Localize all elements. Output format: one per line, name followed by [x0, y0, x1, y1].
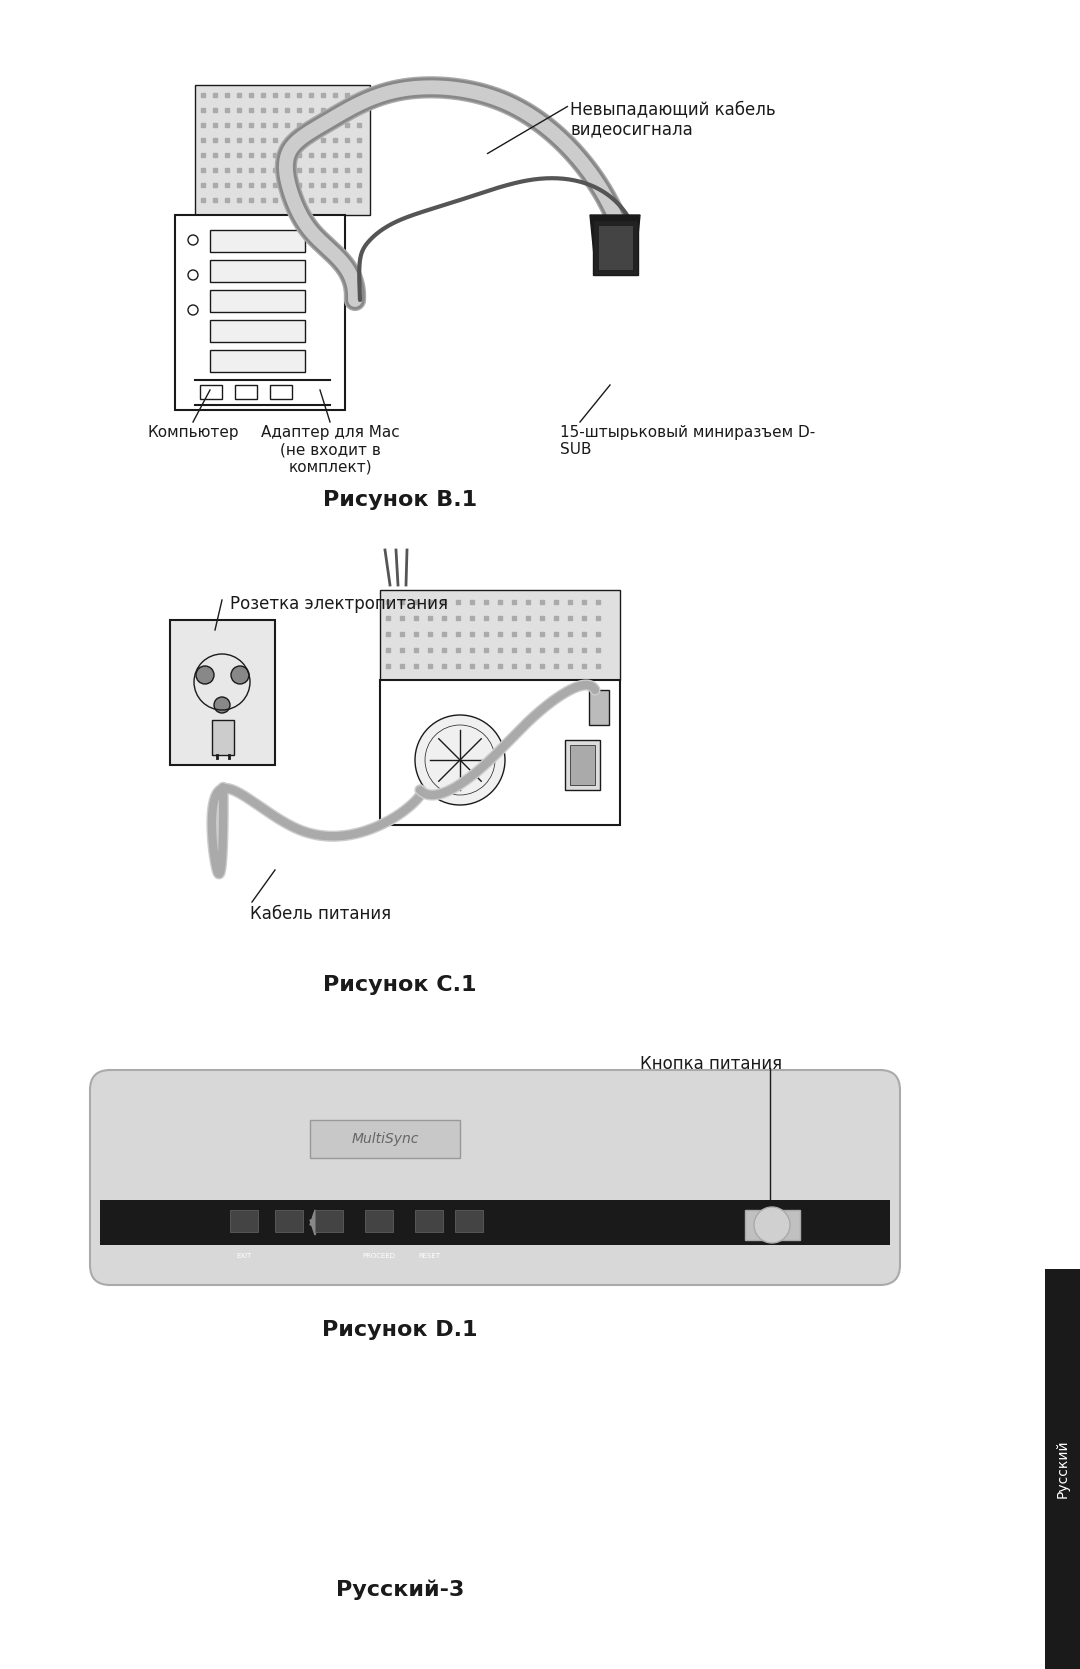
Circle shape	[214, 698, 230, 713]
Bar	[570, 744, 595, 784]
Bar	[235, 386, 257, 399]
Text: Розетка электропитания: Розетка электропитания	[230, 596, 448, 613]
Bar	[565, 739, 600, 789]
Bar	[365, 1210, 393, 1232]
Text: 15-штырьковый миниразъем D-
SUB: 15-штырьковый миниразъем D- SUB	[561, 426, 815, 457]
Text: RESET: RESET	[418, 1253, 440, 1258]
Text: Компьютер: Компьютер	[147, 426, 239, 441]
Text: Рисунок C.1: Рисунок C.1	[323, 975, 476, 995]
Circle shape	[231, 666, 249, 684]
Bar	[589, 689, 609, 724]
Bar	[275, 1210, 303, 1232]
Bar	[212, 719, 234, 754]
Text: Кабель питания: Кабель питания	[249, 905, 391, 923]
Circle shape	[195, 666, 214, 684]
Text: Русский-3: Русский-3	[336, 1581, 464, 1601]
Bar	[380, 679, 620, 824]
Bar	[270, 386, 292, 399]
Bar	[170, 619, 275, 764]
Bar	[380, 679, 395, 699]
Circle shape	[188, 270, 198, 280]
Text: Адаптер для Mac
(не входит в
комплект): Адаптер для Mac (не входит в комплект)	[260, 426, 400, 474]
Text: PROCEED: PROCEED	[363, 1253, 395, 1258]
Bar	[380, 591, 620, 679]
Circle shape	[415, 714, 505, 804]
Bar	[210, 320, 305, 342]
Bar	[1045, 1268, 1080, 1669]
Polygon shape	[310, 1220, 320, 1235]
Text: Русский: Русский	[1055, 1440, 1069, 1499]
Text: MultiSync: MultiSync	[351, 1132, 419, 1147]
Bar	[230, 1210, 258, 1232]
Text: EXIT: EXIT	[237, 1253, 252, 1258]
Polygon shape	[310, 1210, 320, 1225]
Bar	[310, 1120, 460, 1158]
Bar	[210, 230, 305, 252]
Bar	[455, 1210, 483, 1232]
Bar	[598, 225, 633, 270]
Bar	[175, 215, 345, 411]
Text: Невыпадающий кабель
видеосигнала: Невыпадающий кабель видеосигнала	[570, 100, 775, 139]
Bar	[210, 350, 305, 372]
Bar	[195, 85, 370, 215]
Text: Кнопка питания: Кнопка питания	[640, 1055, 782, 1073]
FancyBboxPatch shape	[90, 1070, 900, 1285]
Bar	[100, 1200, 890, 1245]
Bar	[200, 386, 222, 399]
Circle shape	[754, 1207, 789, 1243]
Text: Рисунок B.1: Рисунок B.1	[323, 491, 477, 511]
Bar	[593, 220, 638, 275]
Polygon shape	[590, 215, 640, 265]
Bar	[745, 1210, 800, 1240]
Bar	[210, 260, 305, 282]
Text: Рисунок D.1: Рисунок D.1	[322, 1320, 477, 1340]
Bar	[415, 1210, 443, 1232]
Circle shape	[188, 305, 198, 315]
Circle shape	[188, 235, 198, 245]
Bar	[210, 290, 305, 312]
Bar	[315, 1210, 343, 1232]
Circle shape	[426, 724, 495, 794]
